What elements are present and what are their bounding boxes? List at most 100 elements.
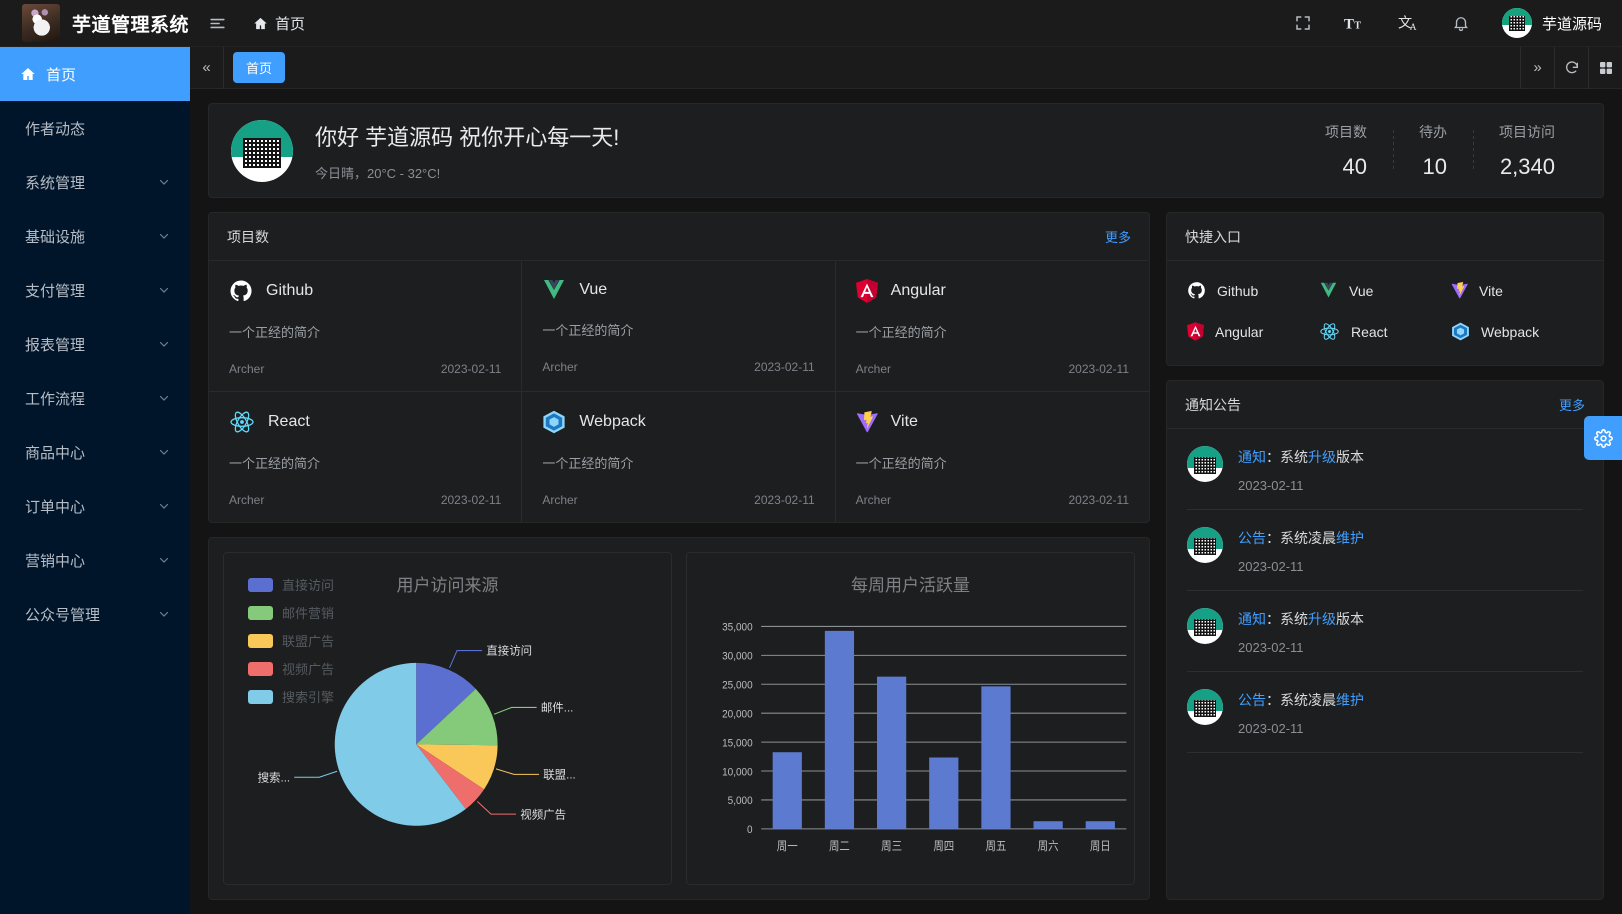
quick-entry-vue[interactable]: Vue	[1319, 281, 1451, 300]
notice-date: 2023-02-11	[1238, 478, 1304, 493]
project-date: 2023-02-11	[440, 362, 502, 376]
panel-title: 项目数	[227, 228, 269, 245]
fullscreen-icon[interactable]	[1294, 14, 1312, 32]
project-card[interactable]: React 一个正经的简介 Archer 2023-02-11	[209, 392, 523, 522]
pie-callout-label: 视频广告	[520, 807, 566, 821]
grid-icon[interactable]	[1588, 46, 1622, 89]
list-item[interactable]: 通知：系统升级版本 2023-02-11	[1187, 429, 1583, 510]
brand[interactable]: 芋道管理系统	[0, 4, 190, 42]
sidebar-item-payment[interactable]: 支付管理	[0, 263, 190, 317]
project-author: Archer	[855, 493, 891, 507]
quick-entry-label: Github	[1217, 282, 1259, 299]
project-name: Angular	[890, 282, 946, 299]
notices-more-link[interactable]: 更多	[1558, 398, 1585, 413]
pie-slice[interactable]	[416, 744, 485, 809]
pie-slice[interactable]	[416, 662, 476, 745]
y-axis-tick-label: 5,000	[728, 795, 753, 808]
user-chip[interactable]: 芋道源码	[1501, 8, 1602, 38]
stat-label: 待办	[1419, 123, 1447, 140]
font-size-icon[interactable]: T T	[1344, 13, 1366, 33]
quick-entry-react[interactable]: React	[1319, 322, 1451, 341]
sidebar-item-label: 营销中心	[25, 552, 86, 570]
stat-visits: 项目访问 2,340	[1473, 122, 1581, 180]
legend-item[interactable]: 联盟广告	[248, 631, 334, 650]
notice-date: 2023-02-11	[1238, 559, 1304, 574]
notices-list: 通知：系统升级版本 2023-02-11 公告：	[1167, 429, 1603, 753]
sidebar-item-system[interactable]: 系统管理	[0, 155, 190, 209]
project-card[interactable]: Vite 一个正经的简介 Archer 2023-02-11	[836, 392, 1149, 522]
list-item[interactable]: 公告：系统凌晨维护 2023-02-11	[1187, 510, 1583, 591]
stat-todo: 待办 10	[1393, 122, 1473, 180]
vite-icon	[1451, 281, 1468, 300]
projects-more-link[interactable]: 更多	[1104, 230, 1131, 245]
greeting-text: 你好 芋道源码 祝你开心每一天! 今日晴，20°C - 32°C!	[293, 120, 619, 182]
chevron-down-icon	[158, 608, 170, 620]
bar[interactable]	[981, 686, 1011, 829]
bar[interactable]	[1085, 821, 1115, 829]
quick-entry-github[interactable]: Github	[1187, 281, 1319, 300]
github-icon	[229, 279, 253, 303]
pie-chart: 用户访问来源 直接访问 邮件营销	[223, 552, 672, 885]
legend-item[interactable]: 视频广告	[248, 659, 334, 678]
quick-entry-webpack[interactable]: Webpack	[1451, 322, 1583, 341]
project-card[interactable]: Webpack 一个正经的简介 Archer 2023-02-11	[522, 392, 836, 522]
sidebar-item-home[interactable]: 首页	[0, 47, 190, 101]
project-desc: 一个正经的简介	[542, 456, 634, 471]
webpack-icon	[542, 410, 566, 434]
translate-icon[interactable]: 文 A	[1398, 13, 1420, 33]
quick-entry-panel: 快捷入口 Github	[1166, 212, 1604, 366]
bell-icon[interactable]	[1452, 14, 1470, 32]
project-name: Vite	[890, 413, 918, 430]
legend-item[interactable]: 搜索引擎	[248, 687, 334, 706]
projects-grid: Github 一个正经的简介 Archer 2023-02-11	[209, 261, 1149, 522]
bar[interactable]	[772, 752, 802, 829]
y-axis-tick-label: 15,000	[722, 737, 753, 750]
sidebar-item-workflow[interactable]: 工作流程	[0, 371, 190, 425]
sidebar-item-order[interactable]: 订单中心	[0, 479, 190, 533]
project-card[interactable]: Angular 一个正经的简介 Archer 2023-02-11	[835, 261, 1149, 392]
bar[interactable]	[824, 630, 855, 829]
tab-home[interactable]: 首页	[233, 52, 286, 83]
project-name: Github	[266, 282, 314, 299]
project-head: Angular	[855, 279, 1129, 303]
sidebar-item-label: 基础设施	[25, 228, 86, 246]
legend-swatch	[248, 661, 273, 676]
sidebar-item-report[interactable]: 报表管理	[0, 317, 190, 371]
legend-item[interactable]: 直接访问	[248, 575, 334, 594]
sidebar-item-author-news[interactable]: 作者动态	[0, 101, 190, 155]
panel-title: 快捷入口	[1185, 228, 1241, 245]
breadcrumb[interactable]: 首页	[253, 13, 305, 34]
legend-label: 联盟广告	[282, 634, 335, 649]
sidebar-item-infra[interactable]: 基础设施	[0, 209, 190, 263]
quick-entry-angular[interactable]: Angular	[1187, 322, 1319, 341]
y-axis-tick-label: 30,000	[722, 650, 753, 663]
bar[interactable]	[877, 676, 907, 829]
chevron-double-right-icon[interactable]: »	[1520, 46, 1554, 89]
chevron-double-left-icon[interactable]: «	[190, 46, 224, 89]
refresh-icon[interactable]	[1554, 46, 1588, 89]
project-card[interactable]: Github 一个正经的简介 Archer 2023-02-11	[209, 261, 523, 392]
main: « 首页 »	[190, 46, 1622, 914]
legend-item[interactable]: 邮件营销	[248, 603, 334, 622]
sidebar-item-label: 首页	[46, 66, 77, 84]
list-item[interactable]: 公告：系统凌晨维护 2023-02-11	[1187, 672, 1583, 753]
project-head: React	[229, 410, 501, 434]
tags-right-controls: »	[1520, 46, 1622, 89]
settings-fab-button[interactable]	[1584, 416, 1622, 460]
pie-slice[interactable]	[416, 688, 498, 746]
project-card[interactable]: Vue 一个正经的简介 Archer 2023-02-11	[522, 261, 836, 392]
notice-highlight: 维护	[1336, 692, 1364, 708]
sidebar-item-marketing[interactable]: 营销中心	[0, 533, 190, 587]
breadcrumb-label: 首页	[275, 15, 306, 33]
sidebar-item-label: 支付管理	[25, 282, 86, 300]
bar[interactable]	[1033, 821, 1063, 829]
list-item[interactable]: 通知：系统升级版本 2023-02-11	[1187, 591, 1583, 672]
notice-main: 通知：系统升级版本 2023-02-11	[1238, 446, 1364, 493]
bar[interactable]	[929, 757, 959, 829]
pie-slice[interactable]	[416, 744, 498, 790]
quick-entry-vite[interactable]: Vite	[1451, 281, 1583, 300]
sidebar-item-mp[interactable]: 公众号管理	[0, 587, 190, 641]
pie-slice[interactable]	[334, 662, 466, 826]
hamburger-icon[interactable]	[208, 14, 227, 33]
sidebar-item-product[interactable]: 商品中心	[0, 425, 190, 479]
